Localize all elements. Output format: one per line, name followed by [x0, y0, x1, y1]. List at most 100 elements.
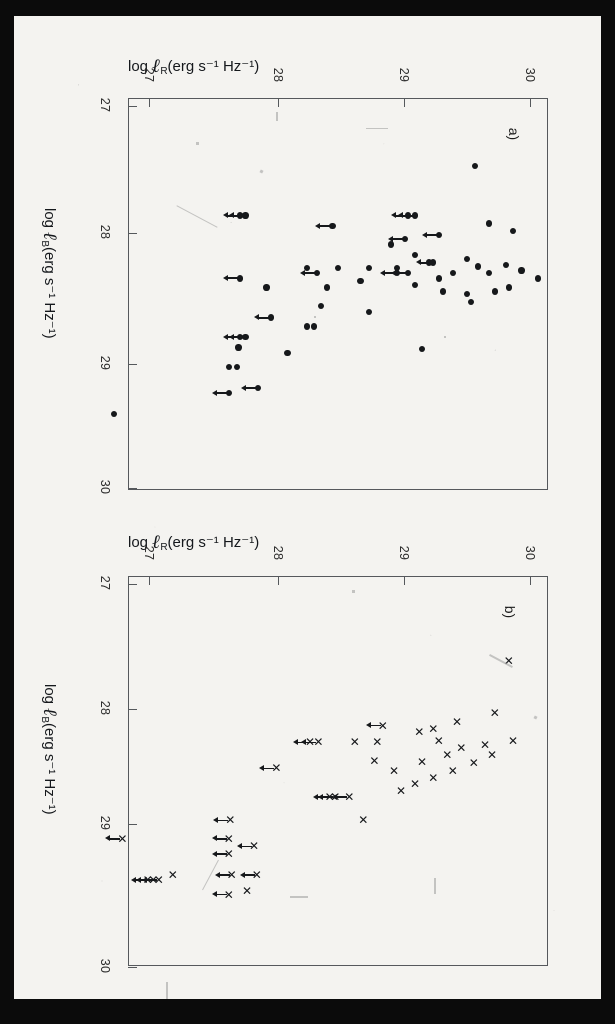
panel-a-xtick-30: [530, 98, 532, 107]
panel-a-ytick-29: [128, 364, 137, 366]
data-point-cross: ✕: [468, 756, 479, 771]
upper-limit-arrow-shaft: [425, 234, 437, 237]
data-point-cross: ✕: [487, 748, 498, 763]
upper-limit-arrow-head: [105, 835, 111, 842]
upper-limit-arrow-head: [211, 850, 217, 857]
data-point-cross: ✕: [153, 873, 164, 888]
data-point-cross: ✕: [344, 790, 355, 804]
upper-limit-arrow-shaft: [383, 272, 395, 275]
data-point-circle: [435, 232, 442, 239]
data-point-cross: ✕: [428, 722, 439, 737]
data-point-circle: [402, 235, 409, 243]
data-point-circle: [472, 162, 479, 170]
upper-limit-arrow-shaft: [319, 225, 331, 228]
upper-limit-arrow-head: [293, 739, 298, 745]
data-point-cross: ✕: [396, 783, 407, 798]
data-point-circle: [535, 275, 542, 282]
panel-a-ytick-30: [128, 488, 137, 490]
data-point-circle: [411, 251, 419, 258]
data-point-circle: [323, 284, 330, 291]
data-point-cross: ✕: [452, 714, 463, 729]
data-point-circle: [357, 277, 364, 285]
data-point-circle: [267, 314, 274, 321]
data-point-cross: ✕: [433, 734, 444, 749]
upper-limit-arrow-head: [259, 765, 265, 771]
upper-limit-arrow-shaft: [215, 893, 227, 896]
upper-limit-arrow-shaft: [232, 336, 244, 339]
upper-limit-arrow-shaft: [392, 238, 404, 241]
panel-a-xtick-28: [278, 98, 280, 107]
panel-b-yticklabel-29: 29: [98, 815, 112, 831]
panel-b-xtick-29: [404, 576, 406, 585]
data-point-circle: [263, 284, 270, 291]
data-point-cross: ✕: [377, 718, 388, 733]
data-point-circle: [365, 264, 372, 272]
upper-limit-arrow-shaft: [243, 874, 255, 876]
data-point-cross: ✕: [414, 725, 425, 739]
panel-a-xticklabel-27: 27: [142, 67, 156, 83]
upper-limit-arrow-head: [421, 231, 427, 238]
data-point-circle: [502, 262, 510, 269]
data-point-circle: [234, 363, 241, 371]
upper-limit-arrow-head: [223, 274, 228, 281]
data-point-circle: [439, 288, 447, 295]
upper-limit-arrow-head: [391, 269, 396, 276]
figure-paper: log ℓR(erg s⁻¹ Hz⁻¹) log ℓB(erg s⁻¹ Hz⁻¹…: [14, 16, 601, 999]
data-point-cross: ✕: [223, 887, 234, 902]
data-point-circle: [236, 275, 244, 282]
data-point-circle: [110, 411, 118, 418]
upper-limit-arrow-shaft: [215, 392, 227, 395]
upper-limit-arrow-head: [228, 212, 234, 219]
panel-a-x-axis-title: log ℓR(erg s⁻¹ Hz⁻¹): [128, 56, 260, 77]
upper-limit-arrow-shaft: [420, 261, 432, 264]
scan-artifact: [196, 142, 199, 145]
upper-limit-arrow-shaft: [304, 272, 315, 275]
data-point-cross: ✕: [223, 831, 234, 846]
data-point-circle: [242, 212, 249, 219]
scan-artifact: [444, 336, 446, 338]
data-point-cross: ✕: [226, 868, 237, 882]
upper-limit-arrow-shaft: [218, 874, 230, 876]
data-point-cross: ✕: [489, 705, 500, 720]
data-point-circle: [255, 384, 262, 392]
data-point-cross: ✕: [225, 813, 236, 828]
panel-a-xticklabel-28: 28: [271, 67, 285, 83]
data-point-cross: ✕: [503, 653, 514, 668]
data-point-cross: ✕: [251, 868, 262, 882]
panel-b-xticklabel-29: 29: [397, 545, 411, 561]
upper-limit-arrow-shaft: [263, 767, 275, 770]
upper-limit-arrow-head: [300, 269, 305, 276]
upper-limit-arrow-head: [211, 835, 217, 842]
panel-a-plot-frame: [128, 98, 548, 490]
upper-limit-arrow-head: [301, 739, 307, 745]
panel-a-yticklabel-28: 28: [98, 224, 112, 240]
upper-limit-arrow-head: [318, 793, 324, 800]
data-point-cross: ✕: [428, 770, 439, 785]
upper-limit-arrow-head: [223, 333, 228, 340]
upper-limit-arrow-shaft: [322, 796, 334, 798]
data-point-circle: [430, 259, 437, 266]
upper-limit-arrow-head: [228, 333, 234, 340]
upper-limit-arrow-head: [223, 212, 228, 219]
upper-limit-arrow-head: [136, 876, 142, 883]
data-point-circle: [418, 345, 426, 353]
data-point-circle: [411, 212, 419, 219]
data-point-circle: [449, 269, 456, 277]
data-point-circle: [388, 241, 395, 248]
data-point-cross: ✕: [369, 753, 380, 768]
scan-artifact: [276, 112, 278, 121]
panel-b-y-axis-title: log ℓB(erg s⁻¹ Hz⁻¹): [39, 684, 60, 815]
data-point-cross: ✕: [442, 748, 453, 763]
panel-a-ytick-28: [128, 233, 137, 235]
upper-limit-arrow-head: [391, 212, 396, 219]
upper-limit-arrow-head: [241, 384, 247, 391]
upper-limit-arrow-head: [253, 314, 259, 321]
upper-limit-arrow-head: [332, 793, 338, 800]
data-point-cross: ✕: [242, 883, 253, 898]
panel-b-xtick-28: [278, 576, 280, 585]
panel-a-y-axis-title: log ℓB(erg s⁻¹ Hz⁻¹): [39, 208, 60, 339]
data-point-cross: ✕: [508, 734, 519, 749]
data-point-cross: ✕: [167, 868, 178, 882]
data-point-cross: ✕: [417, 754, 428, 769]
data-point-circle: [491, 288, 498, 295]
